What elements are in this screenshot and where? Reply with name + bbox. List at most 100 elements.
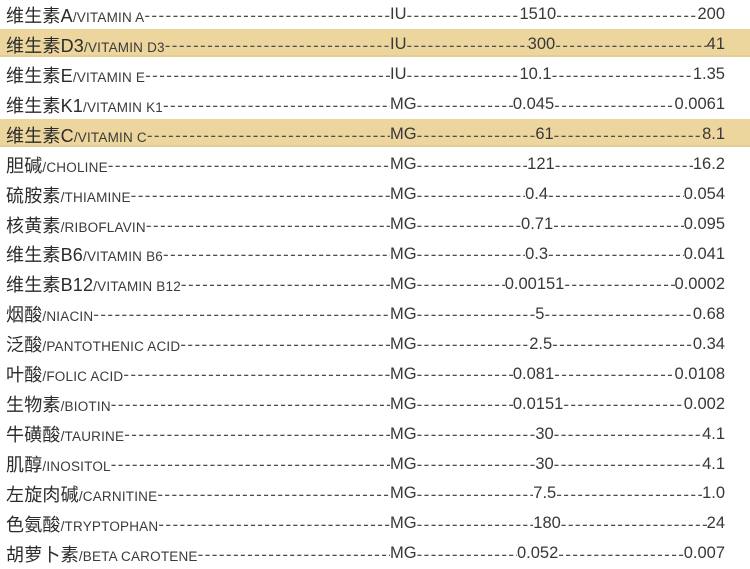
dash-leader: ----------------------------------------…: [107, 156, 390, 174]
dash-leader: ----------------------------------------…: [416, 156, 528, 174]
table-row: 硫胺素/THIAMINE ---------------------------…: [0, 180, 750, 210]
amount-value-2: 200: [697, 5, 725, 24]
amount-value-2: 1.0: [702, 484, 725, 503]
nutrient-label: 核黄素/RIBOFLAVIN: [6, 212, 146, 238]
amount-value-1: 7.5: [533, 484, 557, 503]
table-row: 牛磺酸/TAURINE ----------------------------…: [0, 419, 750, 449]
nutrient-label: 胡萝卜素/BETA CAROTENE: [6, 541, 198, 567]
nutrient-name-en: /BETA CAROTENE: [78, 548, 198, 564]
row-label-zone: 胡萝卜素/BETA CAROTENE ---------------------…: [6, 541, 390, 567]
nutrient-label: 维生素E/VITAMIN E: [6, 62, 145, 88]
nutrient-name-en: /FOLIC ACID: [42, 369, 124, 385]
row-label-zone: 维生素E/VITAMIN E -------------------------…: [6, 62, 390, 88]
dash-leader: ----------------------------------------…: [554, 96, 675, 114]
nutrient-name-zh: 生物素: [6, 395, 61, 416]
unit-label: IU: [390, 65, 407, 84]
dash-leader: ----------------------------------------…: [560, 515, 707, 533]
dash-leader: ----------------------------------------…: [416, 456, 536, 474]
amount-value-1: 10.1: [519, 65, 552, 84]
table-row: 叶酸/FOLIC ACID --------------------------…: [0, 359, 750, 389]
nutrient-name-zh: 维生素K1: [6, 95, 84, 116]
nutrient-name-zh: 维生素C: [6, 125, 74, 146]
table-row: 烟酸/NIACIN ------------------------------…: [0, 299, 750, 329]
row-label-zone: 肌醇/INOSITOL ----------------------------…: [6, 451, 390, 477]
table-row: 泛酸/PANTOTHENIC ACID --------------------…: [0, 329, 750, 359]
unit-label: MG: [390, 95, 417, 114]
row-label-zone: 色氨酸/TRYPTOPHAN -------------------------…: [6, 511, 390, 537]
dash-leader: ----------------------------------------…: [146, 126, 390, 144]
nutrient-label: 泛酸/PANTOTHENIC ACID: [6, 331, 180, 357]
nutrient-name-zh: 胆碱: [6, 155, 43, 176]
amount-value-2: 0.34: [692, 334, 725, 353]
amount-value-2: 0.041: [683, 244, 725, 263]
amount-value-1: 2.5: [529, 334, 553, 353]
dash-leader: ----------------------------------------…: [416, 426, 536, 444]
dash-leader: ----------------------------------------…: [554, 366, 675, 384]
amount-value-1: 0.00151: [504, 274, 565, 293]
dash-leader: ----------------------------------------…: [555, 36, 706, 54]
nutrient-name-en: /BIOTIN: [60, 399, 111, 415]
nutrient-name-en: /TAURINE: [60, 429, 125, 445]
nutrient-label: 生物素/BIOTIN: [6, 391, 111, 417]
table-row: 左旋肉碱/CARNITINE -------------------------…: [0, 479, 750, 509]
row-label-zone: 生物素/BIOTIN -----------------------------…: [6, 391, 390, 417]
dash-leader: ----------------------------------------…: [406, 36, 528, 54]
unit-label: MG: [390, 334, 417, 353]
table-row: 维生素C/VITAMIN C -------------------------…: [0, 118, 750, 150]
nutrient-name-zh: 肌醇: [6, 455, 43, 476]
dash-leader: ----------------------------------------…: [406, 66, 520, 84]
dash-leader: ----------------------------------------…: [416, 336, 530, 354]
row-label-zone: 硫胺素/THIAMINE ---------------------------…: [6, 182, 390, 208]
nutrient-label: 色氨酸/TRYPTOPHAN: [6, 511, 158, 537]
amount-value-2: 4.1: [702, 424, 725, 443]
nutrient-name-en: /VITAMIN A: [72, 9, 145, 25]
nutrient-name-zh: 胡萝卜素: [6, 544, 79, 565]
dash-leader: ----------------------------------------…: [416, 96, 513, 114]
amount-value-2: 24: [706, 514, 725, 533]
nutrient-label: 叶酸/FOLIC ACID: [6, 361, 123, 387]
amount-value-1: 5: [535, 304, 545, 323]
dash-leader: ----------------------------------------…: [552, 336, 693, 354]
nutrient-name-en: /VITAMIN B12: [93, 279, 181, 295]
row-label-zone: 牛磺酸/TAURINE ----------------------------…: [6, 421, 390, 447]
amount-value-1: 121: [527, 155, 555, 174]
dash-leader: ----------------------------------------…: [416, 186, 526, 204]
amount-value-1: 61: [535, 125, 554, 144]
amount-value-2: 0.68: [692, 304, 725, 323]
dash-leader: ----------------------------------------…: [556, 6, 698, 24]
dash-leader: ----------------------------------------…: [164, 36, 390, 54]
nutrient-name-zh: 维生素B6: [6, 245, 84, 266]
dash-leader: ----------------------------------------…: [416, 306, 536, 324]
nutrient-label: 维生素D3/VITAMIN D3: [6, 32, 165, 58]
dash-leader: ----------------------------------------…: [416, 246, 526, 264]
row-label-zone: 维生素C/VITAMIN C -------------------------…: [6, 122, 390, 148]
amount-value-1: 0.4: [525, 185, 549, 204]
nutrient-name-en: /VITAMIN K1: [83, 99, 163, 115]
unit-label: MG: [390, 215, 417, 234]
amount-value-1: 180: [533, 514, 561, 533]
amount-value-1: 0.045: [512, 95, 555, 114]
amount-value-1: 30: [535, 454, 554, 473]
unit-label: MG: [390, 244, 417, 263]
row-label-zone: 左旋肉碱/CARNITINE -------------------------…: [6, 481, 390, 507]
dash-leader: ----------------------------------------…: [556, 485, 702, 503]
nutrient-name-zh: 硫胺素: [6, 185, 61, 206]
dash-leader: ----------------------------------------…: [553, 426, 702, 444]
dash-leader: ----------------------------------------…: [551, 66, 693, 84]
unit-label: MG: [390, 125, 417, 144]
dash-leader: ----------------------------------------…: [163, 246, 390, 264]
unit-label: MG: [390, 394, 417, 413]
row-label-zone: 胆碱/CHOLINE -----------------------------…: [6, 152, 390, 178]
dash-leader: ----------------------------------------…: [554, 156, 693, 174]
amount-value-1: 0.081: [512, 364, 555, 383]
dash-leader: ----------------------------------------…: [180, 276, 390, 294]
amount-value-2: 16.2: [692, 155, 725, 174]
nutrient-label: 维生素K1/VITAMIN K1: [6, 92, 163, 118]
dash-leader: ----------------------------------------…: [548, 246, 684, 264]
unit-label: MG: [390, 544, 417, 563]
nutrient-label: 肌醇/INOSITOL: [6, 451, 111, 477]
table-row: 肌醇/INOSITOL ----------------------------…: [0, 449, 750, 479]
dash-leader: ----------------------------------------…: [144, 6, 390, 24]
dash-leader: ----------------------------------------…: [93, 306, 390, 324]
